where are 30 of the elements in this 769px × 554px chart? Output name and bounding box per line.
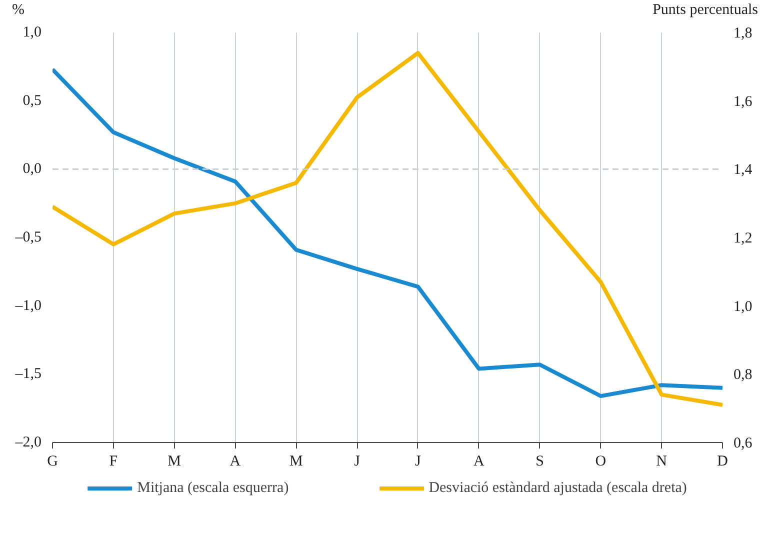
y2-axis-title: Punts percentuals bbox=[652, 1, 758, 20]
x-tick-label: A bbox=[230, 454, 241, 470]
x-tick-label: N bbox=[656, 454, 668, 470]
y2-tick-label: 1,2 bbox=[734, 230, 752, 246]
legend-label: Mitjana (escala esquerra) bbox=[137, 480, 289, 496]
y2-tick-label: 0,6 bbox=[734, 436, 753, 452]
y2-tick-label: 1,0 bbox=[734, 298, 752, 315]
y-tick-label: –1,5 bbox=[14, 366, 42, 382]
y-tick-label: 1,0 bbox=[22, 24, 42, 40]
x-tick-label: M bbox=[289, 454, 303, 470]
x-tick-label: G bbox=[47, 454, 58, 470]
y2-tick-label: 1,6 bbox=[734, 94, 753, 110]
legend-label: Desviació estàndard ajustada (escala dreta) bbox=[428, 480, 687, 496]
x-tick-label: F bbox=[109, 454, 118, 470]
y2-tick-label: 0,8 bbox=[734, 367, 752, 384]
x-tick-label: J bbox=[354, 454, 360, 470]
x-tick-label: O bbox=[595, 454, 606, 470]
y-tick-label: –2,0 bbox=[14, 434, 42, 450]
x-tick-label: M bbox=[168, 454, 181, 470]
x-tick-label: S bbox=[536, 454, 544, 470]
y-tick-label: 0,0 bbox=[22, 161, 42, 178]
y2-tick-label: 1,4 bbox=[734, 162, 753, 178]
x-tick-label: A bbox=[473, 454, 484, 470]
x-tick-label: D bbox=[717, 454, 728, 470]
x-tick-label: J bbox=[415, 454, 422, 470]
y-axis-title: % bbox=[12, 1, 24, 20]
y-tick-label: –1,0 bbox=[14, 298, 42, 314]
y-tick-label: –0,5 bbox=[14, 230, 42, 246]
y2-tick-label: 1,8 bbox=[734, 26, 752, 42]
y-tick-label: 0,5 bbox=[22, 92, 42, 109]
